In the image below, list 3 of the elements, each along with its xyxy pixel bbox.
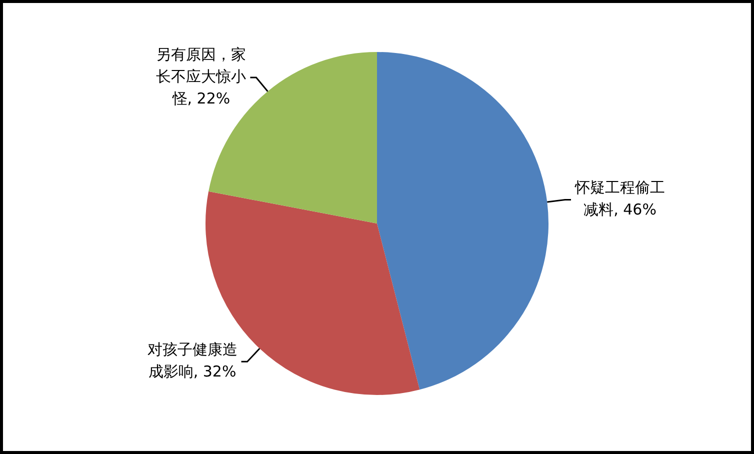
slice-label: 对孩子健康造成影响, 32% (147, 340, 238, 381)
slice-label: 怀疑工程偷工减料, 46% (574, 178, 666, 219)
slice-label: 另有原因，家长不应大惊小怪, 22% (156, 45, 246, 108)
